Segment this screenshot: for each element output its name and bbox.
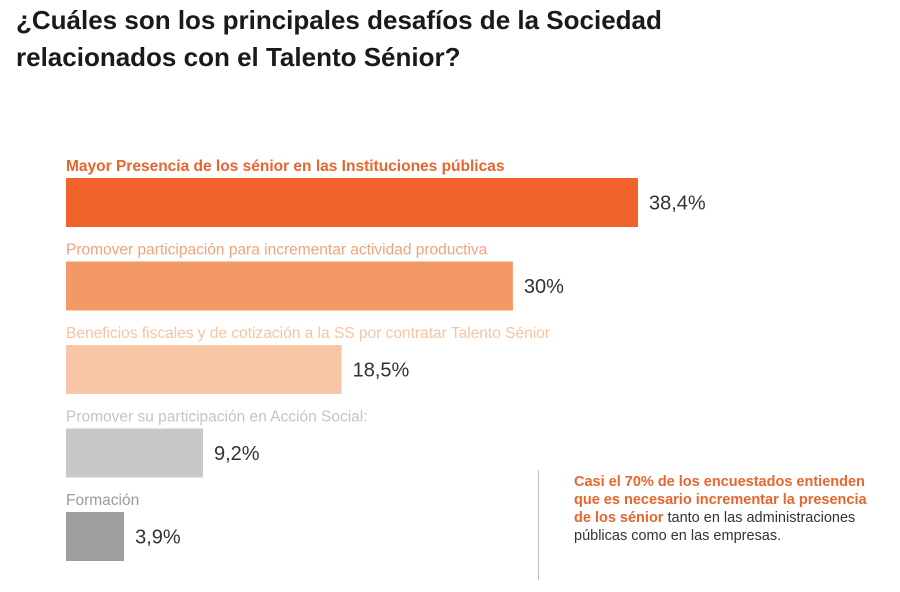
- data-label: 9,2%: [214, 443, 260, 465]
- bar: [66, 178, 638, 227]
- bar: [66, 512, 125, 561]
- category-label: Promover su participación en Acción Soci…: [66, 409, 368, 426]
- category-label: Beneficios fiscales y de cotización a la…: [66, 325, 550, 342]
- bar: [66, 428, 203, 478]
- callout-note: Casi el 70% de los encuestados entienden…: [574, 473, 874, 545]
- data-label: 3,9%: [135, 527, 181, 549]
- chart-title-line-1: ¿Cuáles son los principales desafíos de …: [16, 5, 662, 35]
- data-label: 18,5%: [353, 360, 410, 382]
- data-label: 30%: [524, 276, 564, 298]
- category-label: Mayor Presencia de los sénior en las Ins…: [66, 158, 504, 175]
- callout-divider: [538, 470, 539, 580]
- data-label: 38,4%: [649, 193, 706, 215]
- bar: [66, 261, 513, 311]
- category-label: Formación: [66, 492, 139, 509]
- chart-title: ¿Cuáles son los principales desafíos de …: [16, 2, 876, 76]
- callout-text: tanto en las administraciones públicas c…: [574, 510, 856, 544]
- category-label: Promover participación para incrementar …: [66, 242, 488, 259]
- bar: [66, 345, 342, 394]
- chart-title-line-2: relacionados con el Talento Sénior?: [16, 42, 461, 72]
- callout-highlight: Casi el 70% de los encuestados entienden…: [574, 474, 867, 526]
